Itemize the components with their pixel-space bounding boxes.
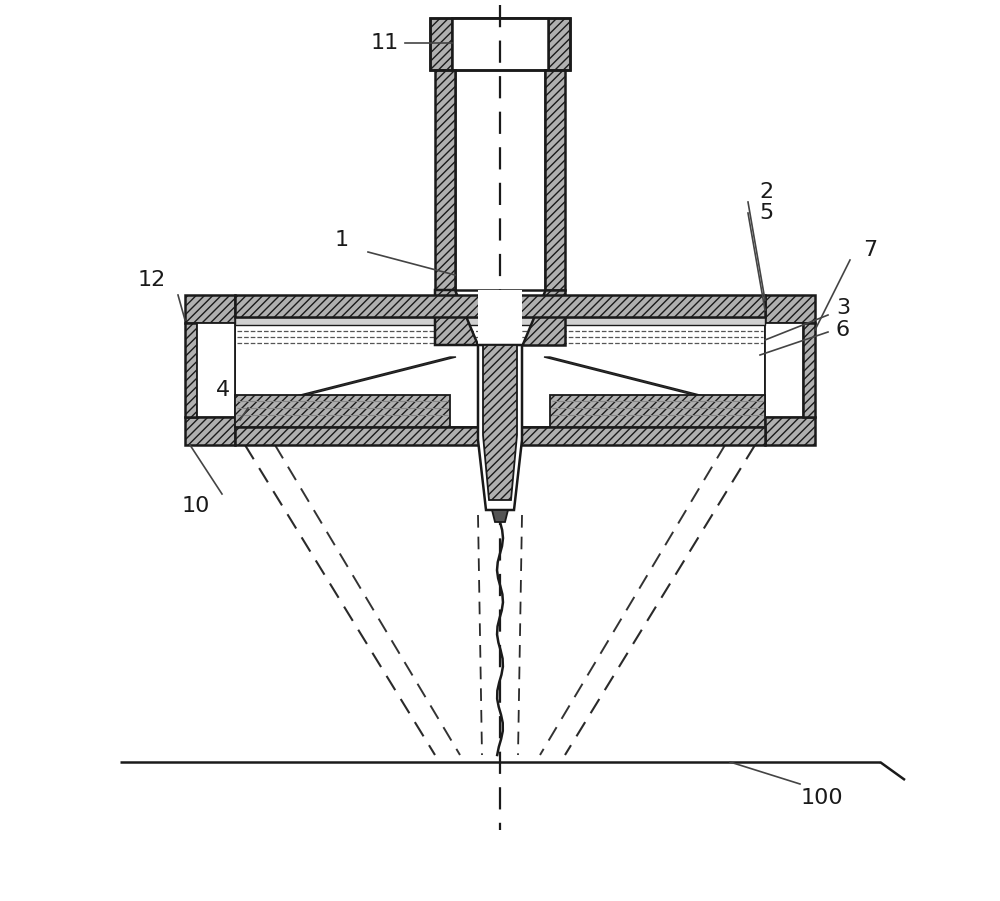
- Text: 6: 6: [836, 320, 850, 340]
- Text: 5: 5: [759, 203, 773, 223]
- Text: 10: 10: [182, 496, 210, 516]
- Text: 12: 12: [138, 270, 166, 290]
- Polygon shape: [478, 345, 522, 510]
- Polygon shape: [765, 323, 803, 417]
- Polygon shape: [522, 290, 565, 345]
- Polygon shape: [548, 18, 570, 70]
- Polygon shape: [765, 417, 815, 445]
- Polygon shape: [197, 323, 235, 417]
- Polygon shape: [550, 395, 765, 427]
- Text: 7: 7: [863, 240, 877, 260]
- Text: 100: 100: [801, 788, 843, 808]
- Text: 2: 2: [759, 182, 773, 202]
- Polygon shape: [452, 18, 548, 70]
- Polygon shape: [185, 295, 235, 323]
- Polygon shape: [765, 295, 815, 323]
- Polygon shape: [235, 295, 765, 317]
- Polygon shape: [253, 357, 456, 407]
- Polygon shape: [430, 18, 452, 70]
- Polygon shape: [185, 323, 197, 417]
- Text: 11: 11: [371, 33, 399, 53]
- Polygon shape: [803, 323, 815, 417]
- Polygon shape: [478, 290, 522, 425]
- Polygon shape: [235, 395, 450, 427]
- Text: 4: 4: [216, 380, 230, 400]
- Polygon shape: [435, 70, 455, 290]
- Polygon shape: [455, 18, 545, 290]
- Polygon shape: [235, 317, 765, 427]
- Polygon shape: [435, 290, 478, 345]
- Polygon shape: [492, 510, 508, 522]
- Polygon shape: [545, 70, 565, 290]
- Polygon shape: [544, 357, 747, 407]
- Polygon shape: [185, 417, 235, 445]
- Polygon shape: [483, 345, 517, 500]
- Polygon shape: [235, 317, 765, 325]
- Text: 1: 1: [335, 230, 349, 250]
- Polygon shape: [235, 427, 765, 445]
- Text: 3: 3: [836, 298, 850, 318]
